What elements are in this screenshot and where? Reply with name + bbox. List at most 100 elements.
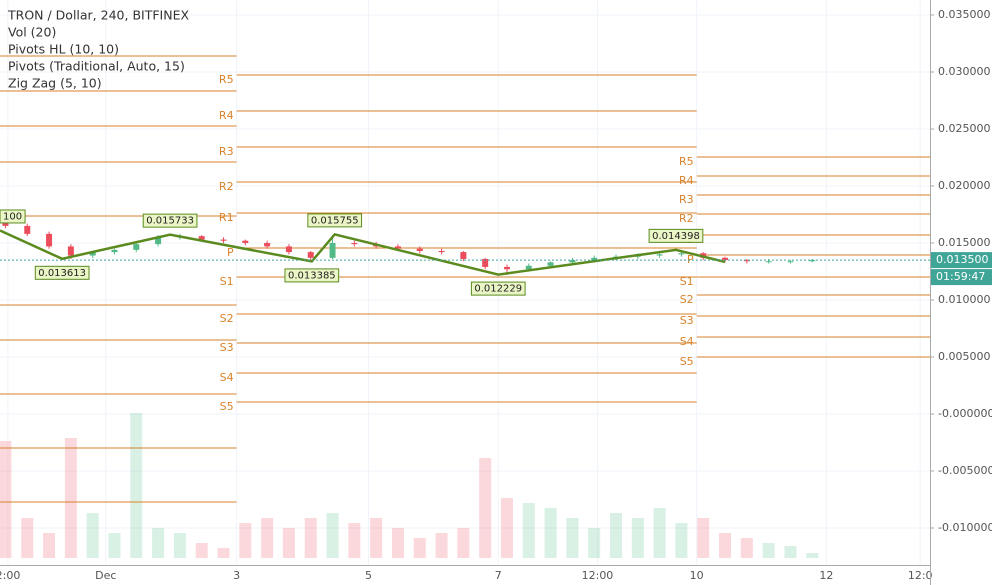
- legend-item: Zig Zag (5, 10): [8, 76, 102, 91]
- candle-body: [460, 252, 467, 259]
- candle-body: [155, 237, 162, 245]
- pivot-label: P: [687, 253, 694, 266]
- y-tick-label: -0.005000: [938, 464, 992, 477]
- x-tick-label: 3: [233, 569, 240, 582]
- candle-body: [656, 254, 663, 256]
- volume-bar: [719, 533, 732, 558]
- y-tick-label: -0.010000: [938, 521, 992, 534]
- volume-bar: [326, 513, 339, 558]
- x-tick-label: 12:00: [582, 569, 614, 582]
- volume-bar: [282, 528, 295, 558]
- x-tick-label: 5: [365, 569, 372, 582]
- zigzag-label-box: [470, 281, 526, 296]
- volume-bar: [522, 503, 535, 558]
- zigzag-label: 0.015733: [146, 216, 194, 227]
- volume-bar: [152, 528, 165, 558]
- pivot-label: R4: [219, 109, 234, 122]
- pivot-label: S2: [220, 312, 234, 325]
- candle-body: [198, 236, 205, 240]
- y-tick-label: 0.010000: [938, 293, 991, 306]
- pivot-label: S1: [220, 275, 234, 288]
- volume-bar: [217, 548, 230, 558]
- zigzag-label-box: [142, 213, 198, 228]
- pivot-label: R5: [219, 73, 234, 86]
- x-tick-label: Dec: [95, 569, 116, 582]
- candle-body: [89, 252, 96, 256]
- volume-bar: [86, 513, 99, 558]
- pivot-label: S2: [680, 293, 694, 306]
- candle-body: [416, 248, 423, 251]
- volume-bar: [675, 523, 688, 558]
- volume-bar: [391, 528, 404, 558]
- volume-bar: [784, 546, 797, 558]
- volume-bar: [740, 538, 753, 558]
- volume-bar: [43, 533, 56, 558]
- volume-bar: [195, 543, 208, 558]
- candle-body: [220, 239, 227, 241]
- volume-bar: [21, 518, 34, 558]
- candle-body: [809, 260, 816, 262]
- candle-body: [722, 257, 729, 261]
- volume-bar: [762, 543, 775, 558]
- zigzag-label: 0.015755: [311, 215, 359, 226]
- pivot-label: P: [227, 246, 234, 259]
- candle-body: [394, 246, 401, 249]
- volume-bar: [173, 533, 186, 558]
- candle-body: [264, 242, 271, 247]
- y-tick-label: 0.025000: [938, 122, 991, 135]
- x-tick-label: 7: [495, 569, 502, 582]
- volume-bar: [413, 538, 426, 558]
- candle-body: [351, 242, 358, 245]
- volume-bar: [348, 523, 361, 558]
- y-tick-label: 0.035000: [938, 8, 991, 21]
- zigzag-label-box: [34, 265, 90, 280]
- x-tick-label: 12:0: [908, 569, 933, 582]
- candle-body: [438, 250, 445, 253]
- zigzag-label: 0.013385: [288, 270, 336, 281]
- legend-title: TRON / Dollar, 240, BITFINEX: [7, 8, 189, 23]
- zigzag-label-box: [648, 228, 704, 243]
- volume-bar: [610, 513, 622, 558]
- candle-body: [67, 246, 74, 256]
- pivot-label: R4: [679, 174, 694, 187]
- volume-bar: [261, 518, 274, 558]
- x-tick-label: 10: [690, 569, 704, 582]
- pivot-label: R3: [219, 145, 234, 158]
- candle-body: [743, 260, 750, 262]
- candle-body: [111, 249, 118, 253]
- volume-bar: [64, 438, 77, 558]
- candle-body: [242, 240, 249, 243]
- legend-item: Pivots (Traditional, Auto, 15): [8, 59, 185, 74]
- volume-bar: [500, 498, 513, 558]
- zigzag-label: 100: [3, 211, 22, 222]
- pivot-label: S4: [220, 371, 234, 384]
- countdown-tag: [931, 269, 992, 286]
- volume-bar: [653, 508, 666, 558]
- volume-bar: [370, 518, 383, 558]
- volume-bar: [0, 441, 12, 558]
- legend-item: Pivots HL (10, 10): [8, 42, 119, 57]
- x-tick-label: 12: [819, 569, 833, 582]
- pivot-label: S5: [220, 400, 234, 413]
- pivot-label: R1: [219, 211, 234, 224]
- y-tick-label: 0.020000: [938, 179, 991, 192]
- volume-bar: [239, 523, 252, 558]
- volume-bar: [544, 508, 557, 558]
- zigzag-label: 0.013613: [38, 268, 86, 279]
- candle-body: [547, 262, 554, 266]
- volume-bar: [130, 413, 143, 558]
- y-tick-label: 0.005000: [938, 350, 991, 363]
- pivot-label: S4: [680, 335, 694, 348]
- pivot-label: S5: [680, 355, 694, 368]
- pivot-label: S1: [680, 275, 694, 288]
- pivot-label: R2: [679, 212, 694, 225]
- candle-body: [569, 260, 576, 263]
- candle-body: [503, 266, 510, 270]
- volume-bar: [806, 553, 819, 558]
- volume-bar: [457, 528, 470, 558]
- candle-body: [591, 257, 598, 261]
- zigzag-label: 0.012229: [474, 284, 522, 295]
- candle-body: [525, 265, 532, 270]
- candle-body: [765, 261, 772, 263]
- candle-body: [24, 225, 31, 234]
